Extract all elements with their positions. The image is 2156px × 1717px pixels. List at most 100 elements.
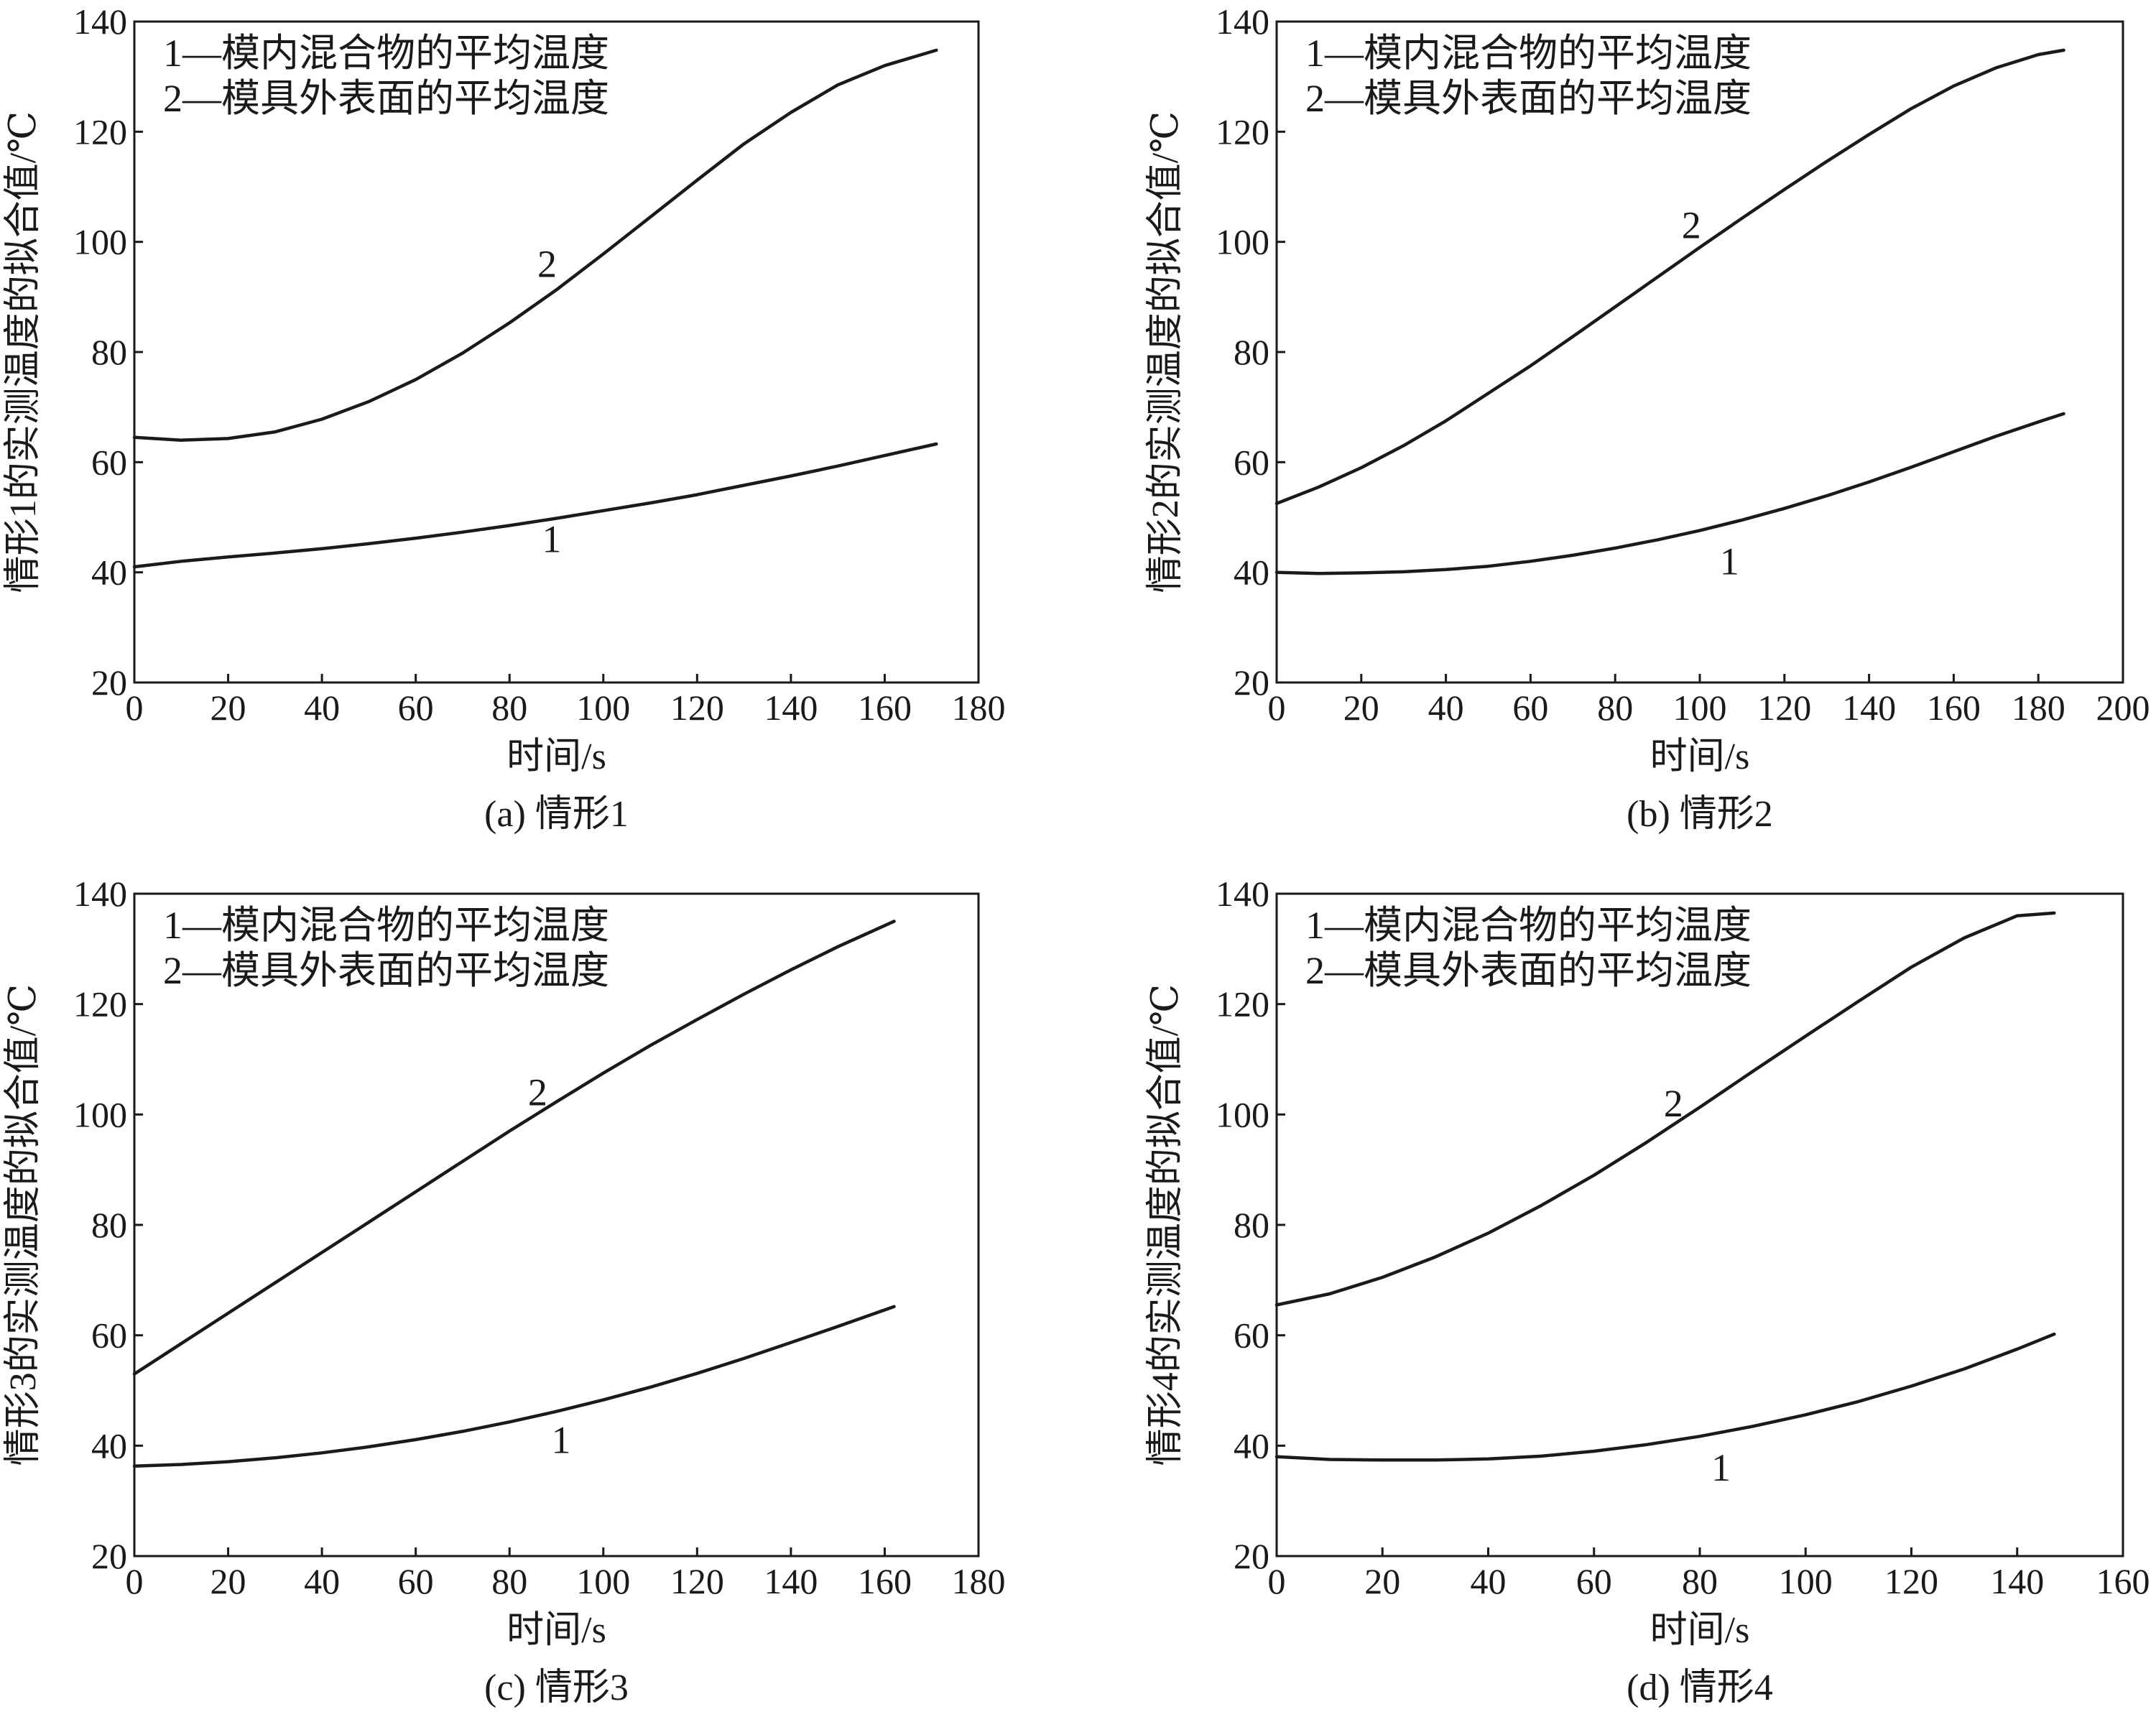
- chart-3-x-tick-label: 80: [491, 1561, 527, 1601]
- chart-1-x-axis-title: 时间/s: [506, 736, 606, 777]
- chart-1-series-1-label: 1: [542, 518, 561, 561]
- chart-1-y-tick-label: 20: [91, 662, 127, 703]
- chart-2-x-tick-label: 200: [2096, 688, 2150, 728]
- chart-1-y-tick-label: 100: [73, 222, 127, 262]
- chart-3-y-tick-label: 140: [73, 874, 127, 914]
- chart-4-y-tick-label: 40: [1234, 1425, 1269, 1466]
- chart-2-x-tick-label: 80: [1597, 688, 1633, 728]
- chart-4: 0 20 40 60 80 100 120 140 16020406080100120140时间…: [1145, 874, 2150, 1708]
- chart-1-y-tick-label: 120: [73, 111, 127, 152]
- chart-3-series-1-line: [132, 1305, 896, 1468]
- chart-2-x-tick-label: 100: [1673, 688, 1727, 728]
- chart-4-caption: (d) 情形4: [1627, 1667, 1773, 1708]
- chart-1-y-tick-label: 80: [91, 332, 127, 372]
- chart-1-caption: (a) 情形1: [484, 794, 629, 835]
- chart-1: 0 20 40 60 80 100 120 140 160 1802040608010012014…: [3, 1, 1006, 835]
- chart-1-legend-entry: 2—模具外表面的平均温度: [163, 77, 609, 120]
- chart-2-x-tick-label: 0: [1268, 688, 1286, 728]
- chart-3-x-tick-label: 120: [670, 1561, 724, 1601]
- chart-3-y-tick-label: 120: [73, 984, 127, 1024]
- chart-3-y-tick-label: 60: [91, 1315, 127, 1356]
- chart-3-x-tick-label: 20: [210, 1561, 246, 1601]
- chart-1-legend-entry: 1—模内混合物的平均温度: [163, 32, 609, 75]
- chart-2: 0 20 40 60 80 100 120 140 160 180 2002040608010012…: [1145, 1, 2150, 835]
- chart-3-y-tick-label: 40: [91, 1425, 127, 1466]
- chart-1-y-tick-label: 60: [91, 442, 127, 482]
- chart-4-x-axis-title: 时间/s: [1650, 1610, 1750, 1651]
- chart-1-plot-frame: [133, 20, 980, 684]
- chart-1-y-axis-title: 情形1的实测温度的拟合值/℃: [3, 111, 44, 593]
- chart-1-series-1-line: [132, 442, 938, 569]
- chart-2-y-tick-label: 100: [1216, 222, 1269, 262]
- chart-2-series-2-line: [1274, 48, 2065, 506]
- chart-3-caption: (c) 情形3: [484, 1667, 629, 1708]
- chart-3-series-2-line: [132, 920, 896, 1376]
- chart-2-x-tick-label: 180: [2012, 688, 2065, 728]
- chart-4-x-tick-label: 100: [1779, 1561, 1833, 1601]
- chart-4-y-tick-label: 100: [1216, 1094, 1269, 1134]
- chart-4-x-tick-label: 80: [1682, 1561, 1718, 1601]
- chart-4-y-axis-title: 情形4的实测温度的拟合值/℃: [1145, 984, 1186, 1466]
- chart-4-series-2-label: 2: [1664, 1082, 1683, 1125]
- chart-4-x-tick-label: 140: [1990, 1561, 2044, 1601]
- chart-3-series-1-label: 1: [552, 1419, 571, 1462]
- chart-1-series-2-label: 2: [537, 242, 557, 285]
- chart-2-x-tick-label: 120: [1757, 688, 1811, 728]
- chart-4-y-tick-label: 20: [1234, 1536, 1269, 1576]
- chart-1-series-2-line: [132, 48, 938, 442]
- chart-3-x-tick-label: 180: [952, 1561, 1006, 1601]
- chart-3-x-axis-title: 时间/s: [506, 1610, 606, 1651]
- chart-2-series-1-line: [1274, 412, 2065, 575]
- chart-2-x-tick-label: 20: [1343, 688, 1379, 728]
- chart-1-x-tick-label: 140: [764, 688, 818, 728]
- chart-2-y-axis-title: 情形2的实测温度的拟合值/℃: [1145, 111, 1186, 593]
- chart-2-series-1-label: 1: [1720, 540, 1739, 583]
- chart-4-series-1-line: [1274, 1332, 2056, 1462]
- chart-2-x-tick-label: 40: [1428, 688, 1464, 728]
- chart-2-y-tick-label: 140: [1216, 1, 1269, 42]
- chart-1-y-tick-label: 40: [91, 552, 127, 593]
- chart-4-x-tick-label: 60: [1576, 1561, 1612, 1601]
- chart-1-x-tick-label: 80: [491, 688, 527, 728]
- chart-4-plot-frame: [1275, 892, 2124, 1558]
- chart-1-x-tick-label: 100: [576, 688, 630, 728]
- chart-1-x-tick-label: 60: [398, 688, 434, 728]
- chart-4-x-tick-label: 120: [1884, 1561, 1938, 1601]
- chart-3: 0 20 40 60 80 100 120 140 160 1802040608010012014…: [3, 874, 1006, 1708]
- chart-2-y-tick-label: 80: [1234, 332, 1269, 372]
- chart-2-y-tick-label: 40: [1234, 552, 1269, 593]
- chart-2-caption: (b) 情形2: [1627, 794, 1773, 835]
- chart-3-y-axis-title: 情形3的实测温度的拟合值/℃: [3, 984, 44, 1466]
- chart-4-y-tick-label: 60: [1234, 1315, 1269, 1356]
- chart-1-y-tick-label: 140: [73, 1, 127, 42]
- chart-1-x-tick-label: 20: [210, 688, 246, 728]
- chart-3-x-tick-label: 100: [576, 1561, 630, 1601]
- chart-2-x-tick-label: 160: [1927, 688, 1981, 728]
- chart-4-y-tick-label: 140: [1216, 874, 1269, 914]
- chart-4-series-1-label: 1: [1711, 1446, 1731, 1489]
- chart-2-y-tick-label: 20: [1234, 662, 1269, 703]
- chart-3-x-tick-label: 140: [764, 1561, 818, 1601]
- chart-2-legend-entry: 1—模内混合物的平均温度: [1305, 32, 1752, 75]
- chart-4-series-2-line: [1274, 911, 2056, 1307]
- chart-3-x-tick-label: 160: [858, 1561, 912, 1601]
- chart-4-legend-entry: 1—模内混合物的平均温度: [1305, 904, 1752, 947]
- chart-4-x-tick-label: 160: [2096, 1561, 2150, 1601]
- chart-4-x-tick-label: 40: [1471, 1561, 1507, 1601]
- chart-4-y-tick-label: 120: [1216, 984, 1269, 1024]
- chart-2-x-axis-title: 时间/s: [1650, 736, 1750, 777]
- chart-1-x-tick-label: 120: [670, 688, 724, 728]
- chart-3-x-tick-label: 40: [304, 1561, 340, 1601]
- chart-2-y-tick-label: 120: [1216, 111, 1269, 152]
- chart-4-x-tick-label: 20: [1364, 1561, 1400, 1601]
- chart-1-x-tick-label: 160: [858, 688, 912, 728]
- chart-2-x-tick-label: 140: [1842, 688, 1896, 728]
- chart-3-x-tick-label: 60: [398, 1561, 434, 1601]
- chart-1-x-tick-label: 0: [126, 688, 144, 728]
- chart-3-series-2-label: 2: [528, 1071, 547, 1114]
- chart-1-x-tick-label: 40: [304, 688, 340, 728]
- chart-3-x-tick-label: 0: [126, 1561, 144, 1601]
- chart-3-legend-entry: 2—模具外表面的平均温度: [163, 949, 609, 992]
- chart-3-y-tick-label: 80: [91, 1205, 127, 1245]
